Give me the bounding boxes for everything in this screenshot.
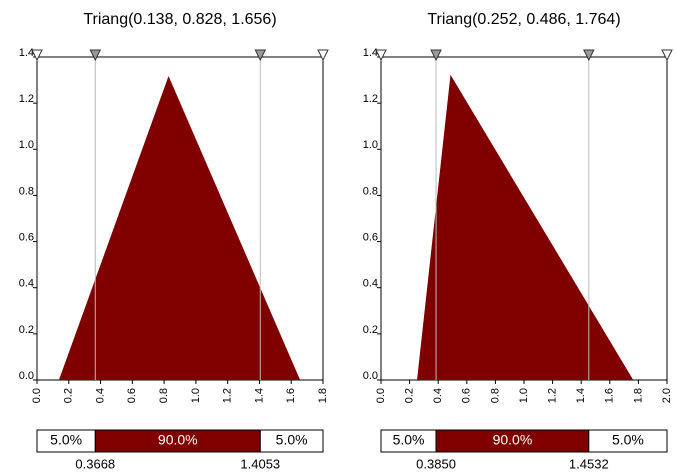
delimiter-marker [582, 49, 595, 62]
y-tick-label: 0.4 [19, 278, 34, 290]
x-tick-label: 0.2 [404, 388, 416, 403]
y-tick-label: 0.4 [363, 278, 378, 290]
band-label: 5.0% [276, 432, 308, 448]
delimiter-label: 1.4532 [569, 456, 609, 471]
chart-title: Triang(0.252, 0.486, 1.764) [427, 11, 620, 28]
y-tick-label: 0.0 [363, 370, 378, 382]
y-tick-label: 0.2 [19, 324, 34, 336]
y-tick-label: 0.8 [363, 185, 378, 197]
band-label: 90.0% [158, 432, 198, 448]
y-tick-label: 0.6 [363, 231, 378, 243]
x-tick-label: 1.4 [253, 388, 265, 403]
y-tick-label: 0.6 [19, 231, 34, 243]
delimiter-marker [254, 49, 267, 62]
x-tick-label: 0.0 [375, 388, 387, 403]
end-marker [317, 49, 329, 62]
y-tick-label: 1.2 [19, 93, 34, 105]
x-tick-label: 2.0 [661, 388, 673, 403]
y-tick-label: 1.2 [363, 93, 378, 105]
y-tick-label: 0.8 [19, 185, 34, 197]
x-tick-label: 0.8 [158, 388, 170, 403]
x-tick-label: 1.6 [285, 388, 297, 403]
delimiter-marker [89, 49, 102, 62]
x-tick-label: 0.8 [489, 388, 501, 403]
band-label: 5.0% [50, 432, 82, 448]
end-marker [661, 49, 673, 62]
band-segment [588, 429, 668, 453]
x-tick-label: 1.2 [222, 388, 234, 403]
x-tick-label: 0.4 [432, 388, 444, 403]
x-tick-label: 0.0 [31, 388, 43, 403]
end-marker [375, 49, 387, 62]
x-tick-label: 1.4 [575, 388, 587, 403]
y-tick-label: 1.4 [363, 47, 378, 59]
end-marker [31, 49, 43, 62]
delimiter-label: 0.3850 [416, 456, 456, 471]
x-tick-label: 1.8 [317, 388, 329, 403]
y-tick-label: 1.0 [19, 139, 34, 151]
y-tick-label: 1.4 [19, 47, 34, 59]
y-tick-label: 1.0 [363, 139, 378, 151]
band-label: 5.0% [612, 432, 644, 448]
delimiter-label: 1.4053 [240, 456, 280, 471]
delimiter-label: 0.3668 [75, 456, 115, 471]
band-label: 90.0% [493, 432, 533, 448]
x-tick-label: 0.6 [126, 388, 138, 403]
chart-title: Triang(0.138, 0.828, 1.656) [83, 11, 276, 28]
band-label: 5.0% [393, 432, 425, 448]
band-segment [259, 429, 324, 453]
y-tick-label: 0.0 [19, 370, 34, 382]
delimiter-marker [430, 49, 442, 62]
x-tick-label: 0.2 [63, 388, 75, 403]
density-area [417, 74, 634, 380]
x-tick-label: 0.6 [461, 388, 473, 403]
x-tick-label: 1.0 [518, 388, 530, 403]
x-tick-label: 1.6 [604, 388, 616, 403]
x-tick-label: 1.0 [190, 388, 202, 403]
density-area [58, 76, 301, 380]
x-tick-label: 1.2 [547, 388, 559, 403]
x-tick-label: 1.8 [632, 388, 644, 403]
y-tick-label: 0.2 [363, 324, 378, 336]
x-tick-label: 0.4 [94, 388, 106, 403]
